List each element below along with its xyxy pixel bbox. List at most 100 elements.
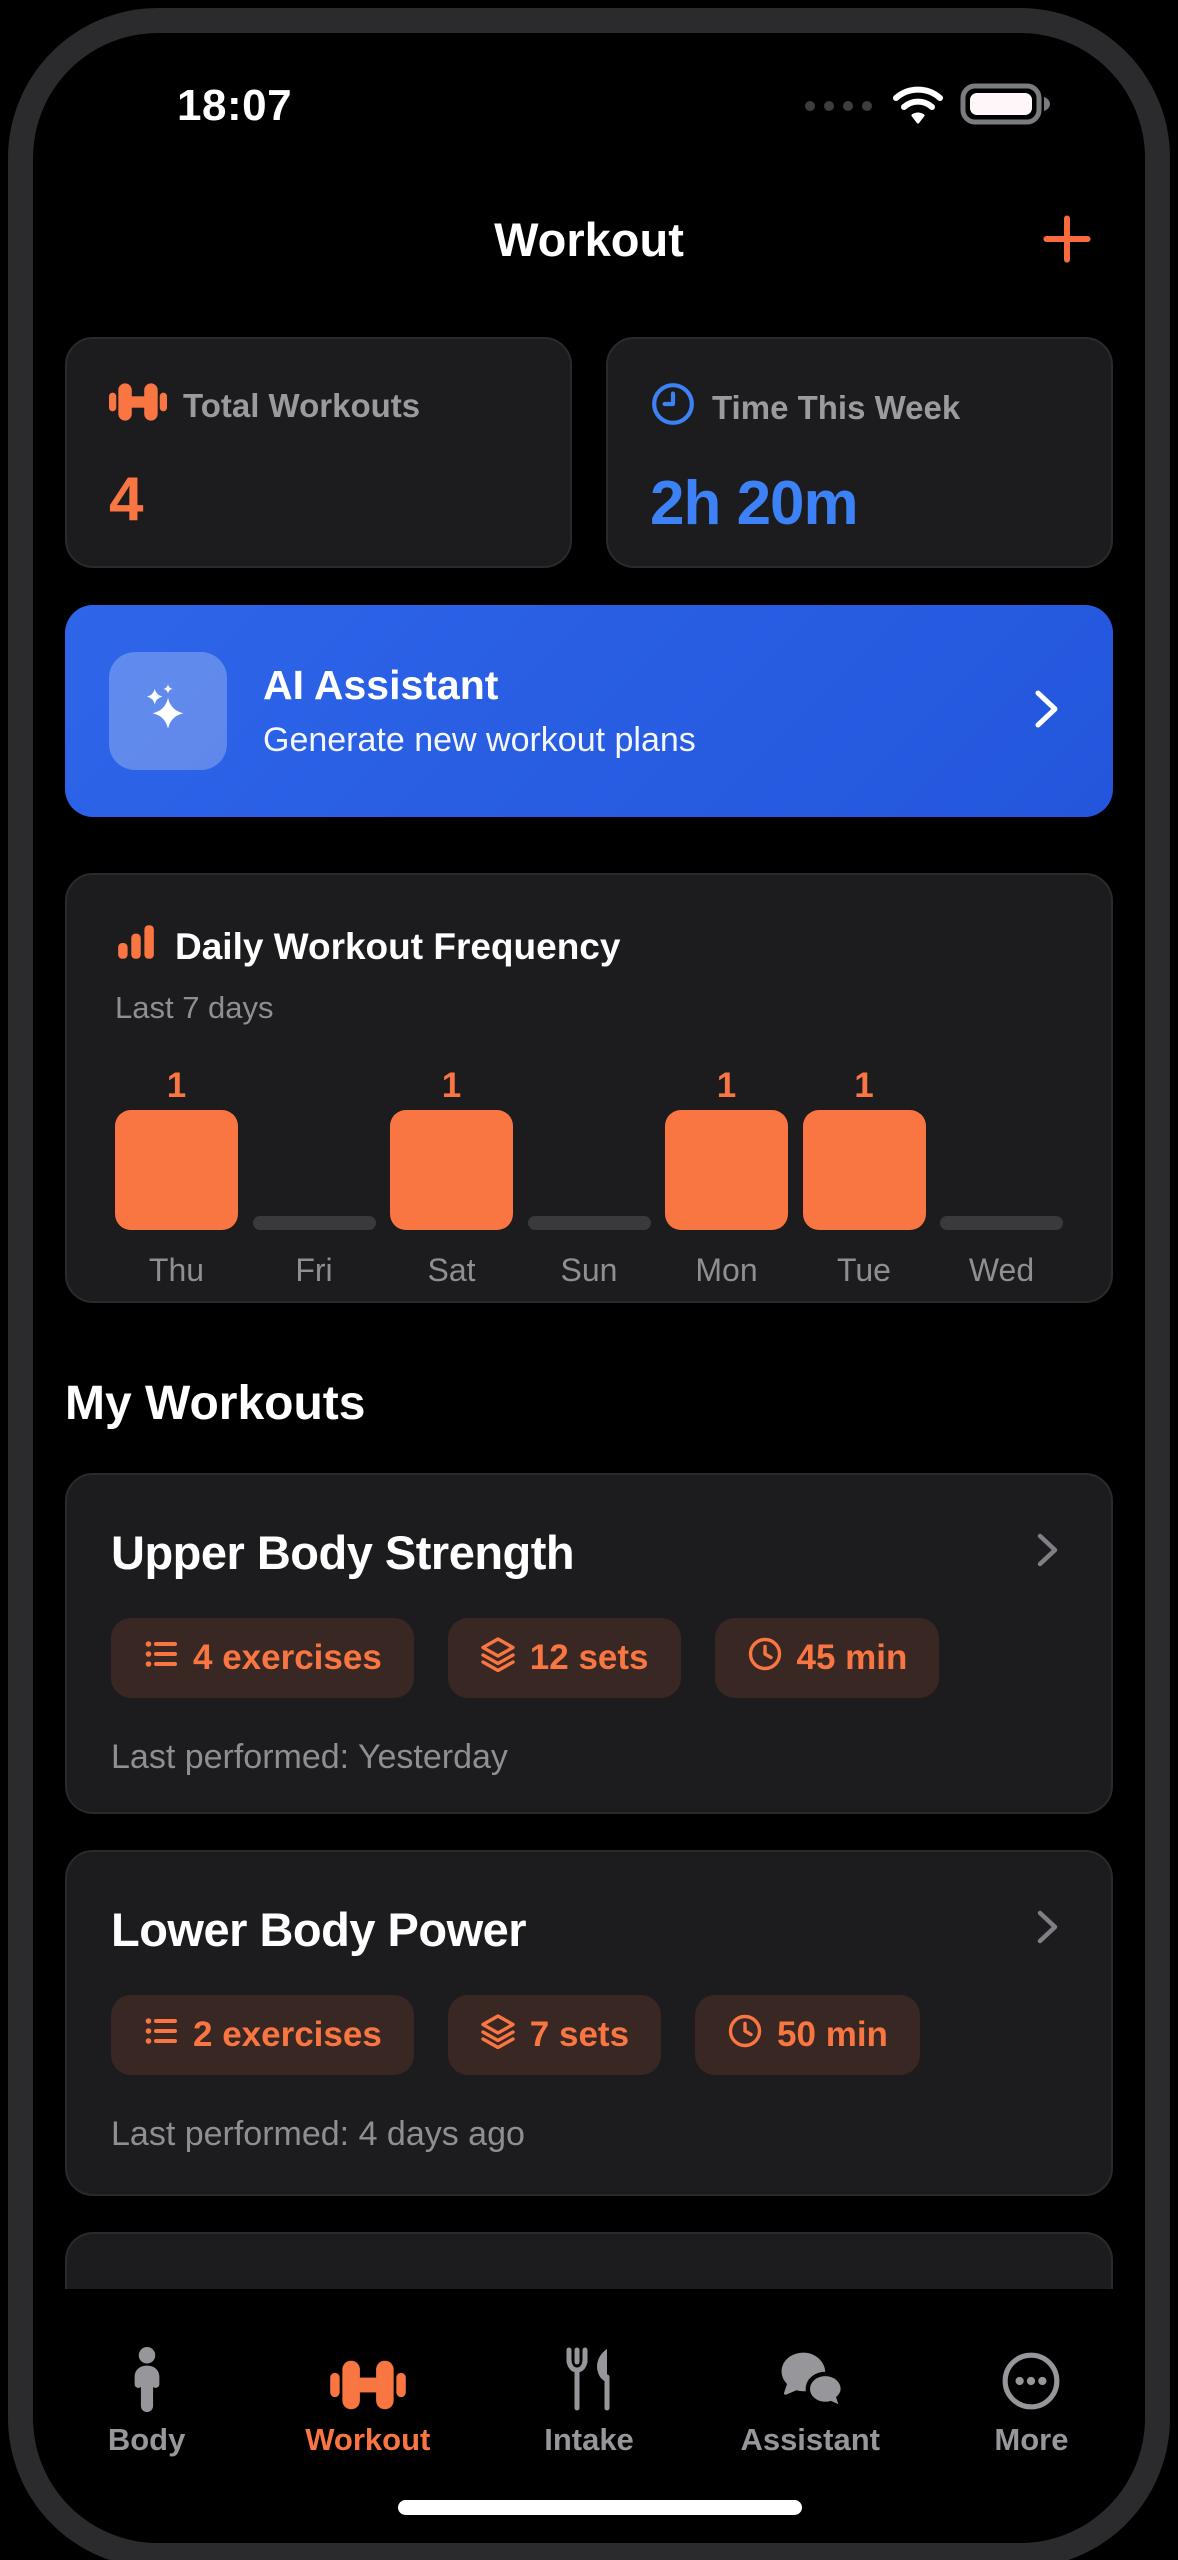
stats-row: Total Workouts 4 Time This Week 2h 20m xyxy=(65,337,1113,568)
chart-column: 1 Sat xyxy=(390,1066,513,1289)
chevron-right-icon xyxy=(1027,1905,1067,1954)
bar xyxy=(940,1216,1063,1230)
tab-assistant[interactable]: Assistant xyxy=(700,2336,921,2481)
bar-category-label: Sat xyxy=(427,1252,476,1288)
pill-label: 4 exercises xyxy=(193,1638,382,1677)
tab-workout[interactable]: Workout xyxy=(257,2336,478,2481)
chart-column: 0 Wed xyxy=(940,1066,1063,1289)
wifi-icon xyxy=(892,84,944,129)
bar xyxy=(390,1110,513,1230)
bar-category-label: Sun xyxy=(560,1252,618,1288)
ai-assistant-banner[interactable]: AI Assistant Generate new workout plans xyxy=(65,605,1113,817)
header: Workout xyxy=(65,212,1113,276)
duration-pill: 45 min xyxy=(714,1618,940,1698)
exercises-pill: 2 exercises xyxy=(111,1995,414,2075)
chart-column: 1 Thu xyxy=(115,1066,238,1289)
tab-label: Workout xyxy=(305,2422,431,2457)
duration-pill: 50 min xyxy=(695,1995,920,2075)
bar-category-label: Mon xyxy=(695,1252,758,1288)
stat-value-total-workouts: 4 xyxy=(109,465,143,534)
list-icon xyxy=(143,1636,179,1681)
bar-value: 1 xyxy=(716,1066,737,1105)
clock-icon xyxy=(650,381,696,435)
clock-icon xyxy=(747,1636,783,1681)
battery-icon xyxy=(960,83,1052,130)
pill-label: 50 min xyxy=(777,2015,888,2054)
cellular-signal-icon xyxy=(805,101,872,111)
pill-label: 7 sets xyxy=(529,2015,630,2054)
sets-pill: 7 sets xyxy=(447,1995,662,2075)
bar-category-label: Tue xyxy=(837,1252,891,1288)
chart-column: 0 Fri xyxy=(252,1066,376,1289)
my-workouts-heading: My Workouts xyxy=(65,1377,366,1430)
home-indicator[interactable] xyxy=(398,2500,802,2515)
chat-bubbles-icon xyxy=(775,2336,846,2412)
bar-value: 1 xyxy=(441,1066,462,1105)
sparkles-icon xyxy=(109,652,227,770)
person-icon xyxy=(122,2336,172,2412)
workout-card-upper-body-strength[interactable]: Upper Body Strength 4 exercises xyxy=(65,1473,1113,1814)
bar-value: 1 xyxy=(166,1066,187,1105)
bar-value: 1 xyxy=(854,1066,874,1105)
sets-pill: 12 sets xyxy=(447,1618,681,1698)
status-icons xyxy=(805,83,1052,130)
ai-banner-title: AI Assistant xyxy=(263,662,499,708)
add-workout-button[interactable] xyxy=(1039,212,1095,268)
bar xyxy=(802,1110,926,1230)
list-icon xyxy=(143,2013,179,2058)
stat-value-time-this-week: 2h 20m xyxy=(650,469,859,538)
page-title: Workout xyxy=(494,213,684,266)
layers-icon xyxy=(480,2013,516,2058)
bar xyxy=(665,1110,788,1230)
more-icon xyxy=(1000,2336,1062,2412)
bar xyxy=(252,1216,376,1230)
tab-label: Body xyxy=(107,2422,186,2457)
chart-title: Daily Workout Frequency xyxy=(175,925,621,967)
bar xyxy=(115,1110,238,1230)
bar-chart: 1 Thu 0 Fri 1 Sat 0 Sun xyxy=(115,1066,1063,1289)
fork-knife-icon xyxy=(561,2336,617,2412)
workout-card-partial[interactable] xyxy=(65,2232,1113,2289)
workout-card-lower-body-power[interactable]: Lower Body Power 2 exercises xyxy=(65,1850,1113,2196)
workout-title: Upper Body Strength xyxy=(111,1526,575,1579)
stat-label: Time This Week xyxy=(712,389,961,426)
tab-intake[interactable]: Intake xyxy=(478,2336,699,2481)
bar-category-label: Wed xyxy=(968,1252,1035,1288)
plus-icon xyxy=(1043,214,1091,263)
tab-label: Assistant xyxy=(740,2422,880,2457)
bar-category-label: Thu xyxy=(148,1252,205,1288)
dumbbell-icon xyxy=(329,2336,406,2412)
pill-label: 12 sets xyxy=(529,1638,649,1677)
last-performed-label: Last performed: Yesterday xyxy=(111,1738,508,1776)
last-performed-label: Last performed: 4 days ago xyxy=(111,2115,525,2153)
workout-title: Lower Body Power xyxy=(111,1903,527,1956)
daily-workout-frequency-card: Daily Workout Frequency Last 7 days 1 Th… xyxy=(65,873,1113,1303)
tab-label: More xyxy=(994,2422,1069,2457)
ai-banner-subtitle: Generate new workout plans xyxy=(263,721,696,759)
dumbbell-icon xyxy=(109,381,167,431)
bar xyxy=(527,1216,651,1230)
pill-label: 2 exercises xyxy=(193,2015,382,2054)
exercises-pill: 4 exercises xyxy=(111,1618,414,1698)
pill-label: 45 min xyxy=(796,1638,908,1677)
tab-more[interactable]: More xyxy=(921,2336,1142,2481)
tab-label: Intake xyxy=(544,2422,634,2457)
stat-card-time-this-week: Time This Week 2h 20m xyxy=(606,337,1113,568)
clock-icon xyxy=(727,2013,763,2058)
status-time: 18:07 xyxy=(177,81,293,130)
chart-column: 1 Tue xyxy=(802,1066,926,1289)
stat-label: Total Workouts xyxy=(183,387,421,424)
layers-icon xyxy=(480,1636,516,1681)
chart-subtitle: Last 7 days xyxy=(115,990,274,1025)
bar-category-label: Fri xyxy=(295,1252,333,1288)
chart-column: 0 Sun xyxy=(527,1066,651,1289)
chart-column: 1 Mon xyxy=(665,1066,788,1289)
tab-bar: Body Workout xyxy=(36,2336,1142,2481)
status-bar: 18:07 xyxy=(177,80,1052,132)
bar-chart-icon xyxy=(115,921,157,972)
tab-body[interactable]: Body xyxy=(36,2336,257,2481)
stat-card-total-workouts: Total Workouts 4 xyxy=(65,337,572,568)
chevron-right-icon xyxy=(1027,1528,1067,1577)
chevron-right-icon xyxy=(1023,684,1069,739)
